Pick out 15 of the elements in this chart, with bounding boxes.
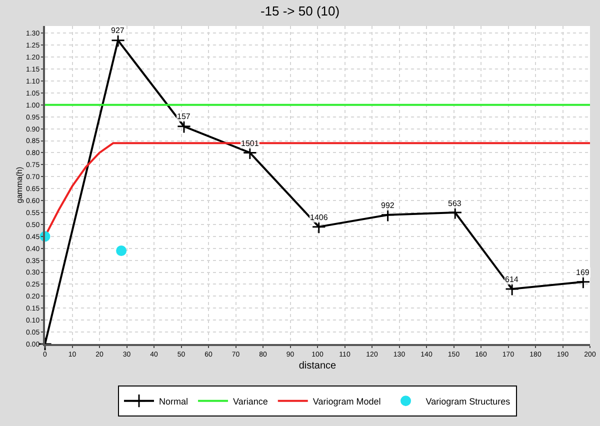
legend-label: Normal [159,396,188,406]
annotation: 169 [576,268,590,277]
annotation: 1406 [310,213,328,222]
x-axis-title: distance [298,360,337,372]
annotation: 992 [381,201,395,210]
annotation: 927 [111,26,125,35]
annotation: 614 [505,275,519,284]
annotation: 563 [448,199,462,208]
chart-title: -15 -> 50 (10) [260,3,340,18]
annotation: 157 [177,112,191,121]
legend-label: Variogram Model [312,396,381,406]
y-axis-title: gamma(h) [15,166,24,204]
legend-label: Variogram Structures [426,396,511,406]
legend-label: Variance [233,396,268,406]
annotation: 1501 [241,139,260,148]
